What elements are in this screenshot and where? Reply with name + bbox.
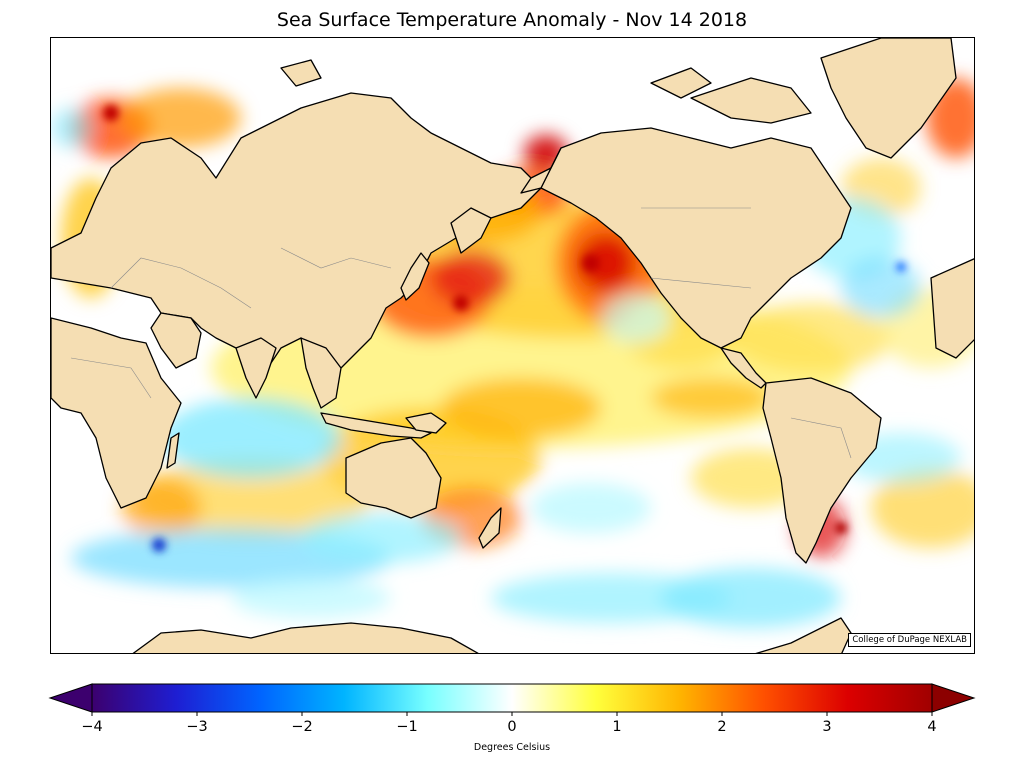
colorbar-min-extend bbox=[48, 683, 93, 713]
alaska bbox=[520, 147, 562, 194]
colorbar bbox=[48, 683, 976, 716]
arctic-islands bbox=[690, 77, 812, 124]
colorbar-tick-label: 3 bbox=[822, 719, 832, 735]
land bbox=[51, 38, 974, 653]
africa bbox=[51, 317, 182, 509]
colorbar-max-extend bbox=[931, 683, 976, 713]
colorbar-tick-label: 1 bbox=[612, 719, 622, 735]
central-america bbox=[720, 347, 767, 389]
eurasia bbox=[51, 92, 542, 379]
greenland bbox=[820, 38, 957, 159]
country-borders bbox=[70, 207, 852, 459]
antarctica bbox=[132, 622, 479, 653]
japan bbox=[400, 252, 430, 301]
credit-label: College of DuPage NEXLAB bbox=[848, 633, 971, 647]
indian-subcontinent bbox=[235, 337, 277, 399]
kamchatka bbox=[450, 207, 492, 254]
colorbar-tick-label: −1 bbox=[396, 719, 418, 735]
sst-anomaly-map: College of DuPage NEXLAB bbox=[50, 37, 975, 654]
colorbar-label: Degrees Celsius bbox=[473, 742, 551, 753]
south-america bbox=[762, 377, 882, 564]
indonesia bbox=[320, 412, 432, 439]
arctic-islands-2 bbox=[650, 67, 712, 99]
colorbar-gradient bbox=[91, 683, 933, 713]
north-america bbox=[540, 127, 852, 349]
madagascar bbox=[166, 432, 180, 469]
colorbar-tick-label: 4 bbox=[927, 719, 937, 735]
chart-title: Sea Surface Temperature Anomaly - Nov 14… bbox=[276, 9, 748, 31]
southeast-asia bbox=[300, 337, 342, 409]
colorbar-tick-label: −3 bbox=[186, 719, 208, 735]
new-zealand bbox=[478, 507, 502, 549]
antarctica-east bbox=[755, 617, 852, 653]
australia bbox=[345, 437, 442, 519]
colorbar-tick-label: 0 bbox=[507, 719, 517, 735]
colorbar-tick-label: 2 bbox=[717, 719, 727, 735]
colorbar-tick-label: −4 bbox=[81, 719, 103, 735]
europe-west bbox=[930, 258, 974, 359]
new-guinea bbox=[405, 412, 447, 434]
svalbard bbox=[280, 59, 322, 87]
arabian-peninsula bbox=[150, 312, 202, 369]
map-canvas bbox=[51, 38, 974, 653]
colorbar-tick-label: −2 bbox=[291, 719, 313, 735]
